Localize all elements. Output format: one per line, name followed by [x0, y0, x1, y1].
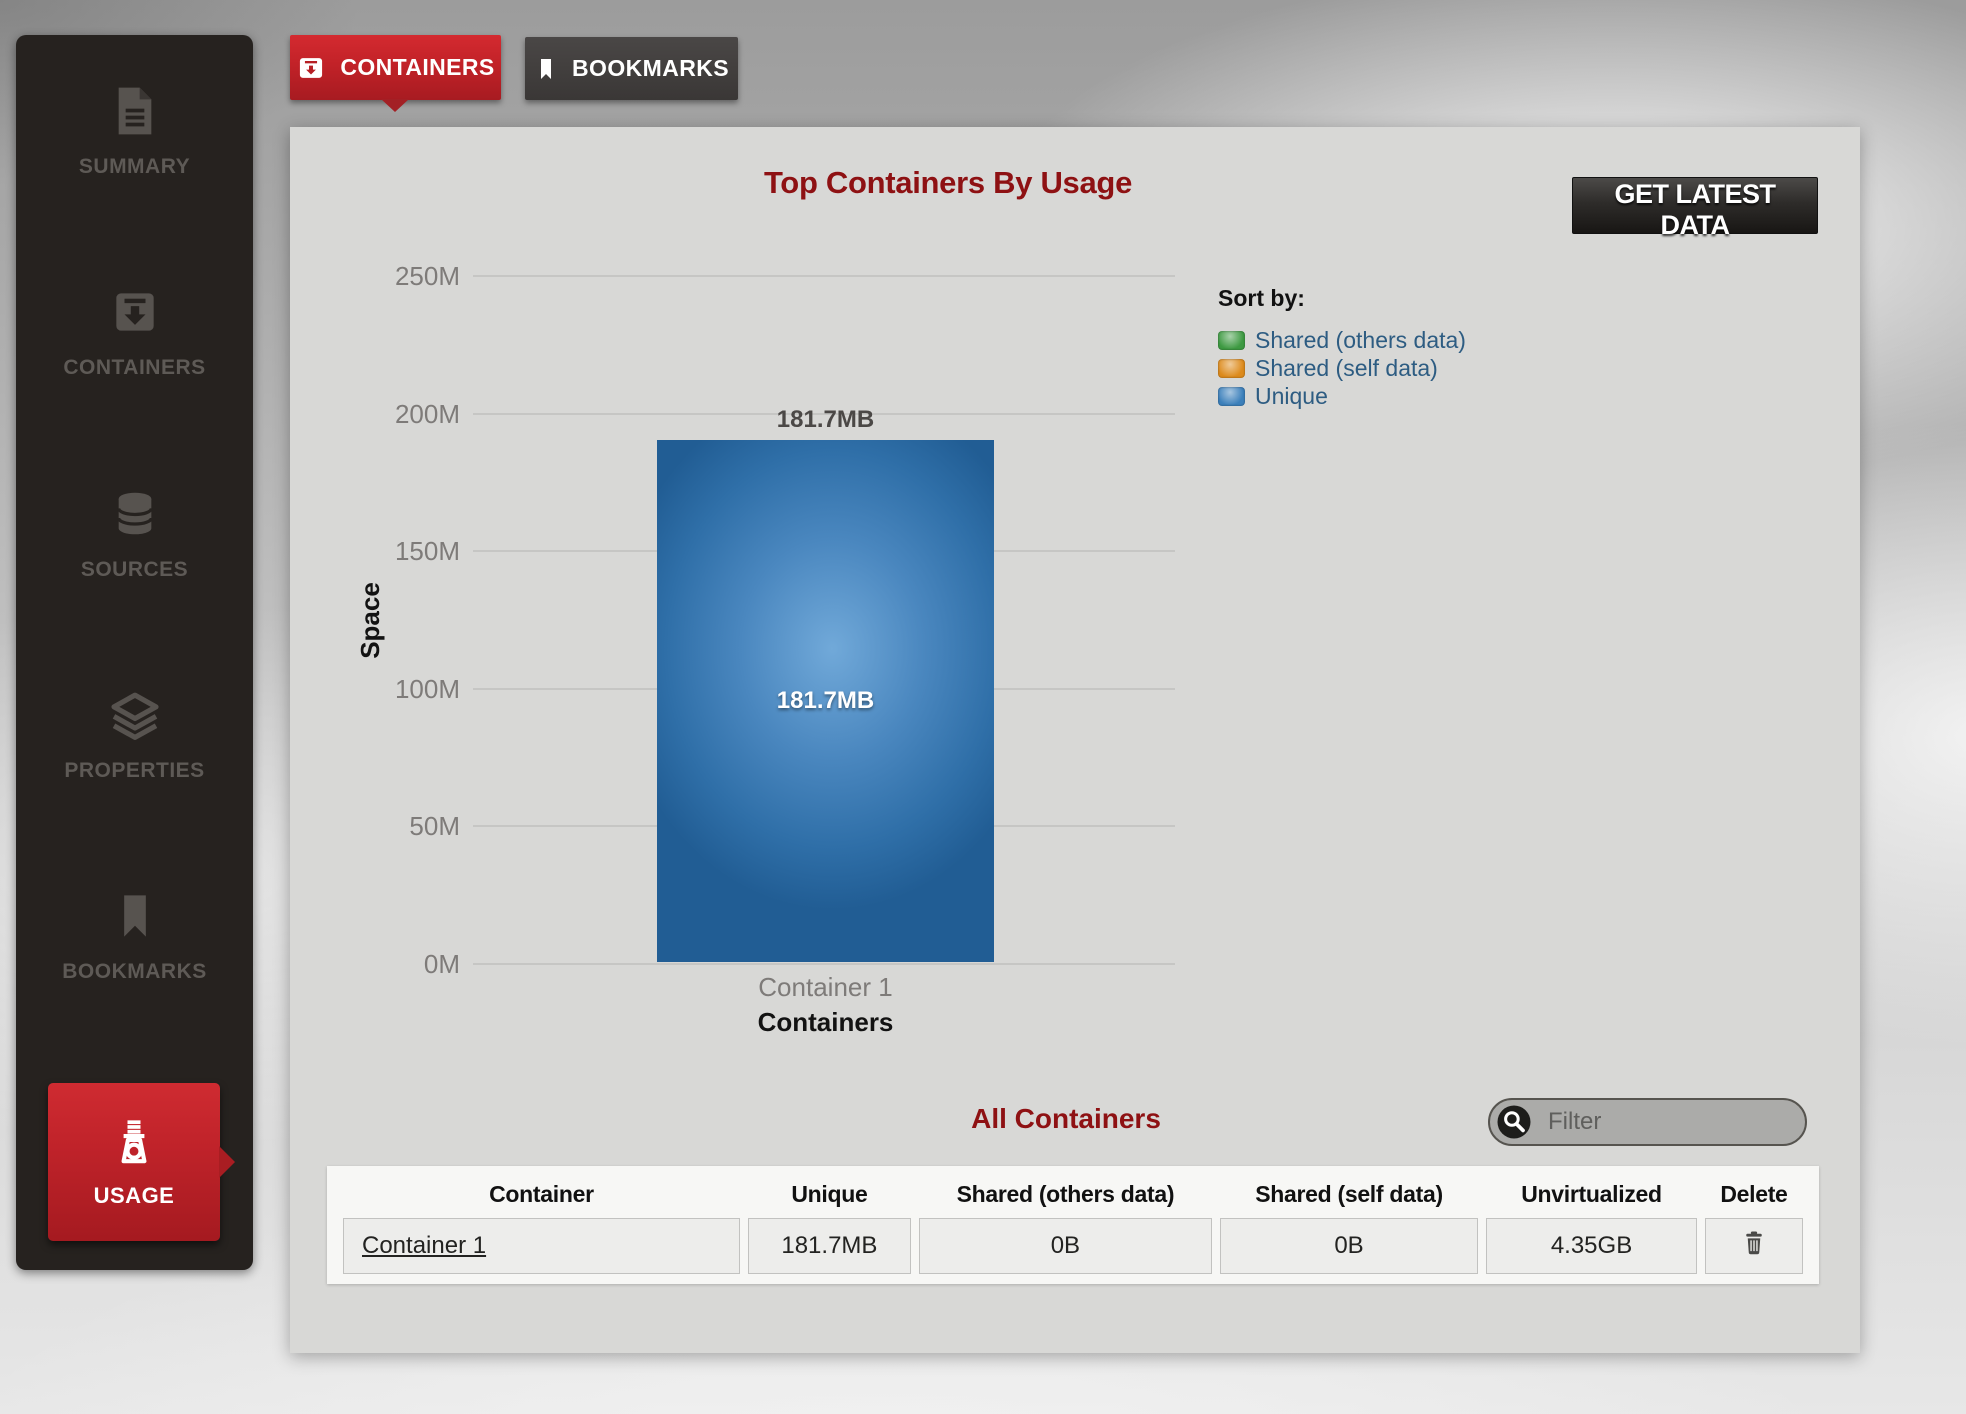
y-gridline	[473, 412, 1175, 415]
col-container: Container	[489, 1180, 594, 1207]
get-latest-data-button[interactable]: GET LATEST DATA	[1572, 177, 1818, 240]
sidebar-item-summary[interactable]: SUMMARY	[16, 75, 253, 179]
col-shared-others: Shared (others data)	[956, 1180, 1175, 1207]
sidebar-item-label: CONTAINERS	[63, 356, 206, 379]
bar-container-1	[657, 439, 994, 962]
sidebar-item-sources[interactable]: SOURCES	[16, 478, 253, 582]
tab-label: CONTAINERS	[340, 54, 495, 80]
y-tick-label: 250M	[394, 261, 460, 291]
filter-input[interactable]	[1546, 1107, 1789, 1137]
y-tick-label: 0M	[423, 949, 460, 979]
col-unique: Unique	[791, 1180, 868, 1207]
chart-legend: Sort by: Shared (others data) Shared (se…	[1218, 285, 1466, 410]
x-tick-container-1: Container 1	[758, 972, 893, 1002]
document-icon	[16, 75, 253, 147]
cell-unvirtualized: 4.35GB	[1486, 1218, 1697, 1274]
legend-item-shared-self[interactable]: Shared (self data)	[1218, 354, 1466, 382]
tab-label: BOOKMARKS	[572, 55, 729, 81]
cell-shared-self: 0B	[1219, 1218, 1479, 1274]
cell-container: Container 1	[343, 1218, 740, 1274]
sidebar-item-label: USAGE	[93, 1183, 175, 1208]
legend-label: Shared (self data)	[1255, 354, 1438, 381]
cell-unique: 181.7MB	[747, 1218, 911, 1274]
chart-title: Top Containers By Usage	[763, 165, 1133, 200]
delete-container-button[interactable]	[1739, 1228, 1769, 1258]
containers-table: Container Unique Shared (others data) Sh…	[327, 1166, 1819, 1284]
sidebar-item-label: BOOKMARKS	[62, 960, 207, 983]
y-tick-label: 150M	[394, 536, 460, 567]
sidebar-item-usage[interactable]: USAGE	[48, 1083, 235, 1241]
all-containers-title: All Containers	[971, 1103, 1161, 1134]
green-swatch-icon	[1218, 330, 1245, 350]
sidebar-item-properties[interactable]: PROPERTIES	[16, 679, 253, 783]
y-axis-title: Space	[354, 581, 385, 659]
bookmark-tab-icon	[534, 55, 558, 83]
bar-value-label: 181.7MB	[776, 405, 875, 433]
legend-label: Unique	[1255, 382, 1328, 409]
x-axis-title: Containers	[757, 1007, 894, 1037]
legend-item-shared-others[interactable]: Shared (others data)	[1218, 326, 1466, 354]
col-shared-self: Shared (self data)	[1255, 1180, 1443, 1207]
filter-box	[1488, 1098, 1807, 1146]
sidebar: SUMMARY CONTAINERS SOURCE	[16, 35, 253, 1270]
cell-shared-others: 0B	[918, 1218, 1212, 1274]
legend-label: Shared (others data)	[1255, 326, 1466, 353]
database-icon	[16, 478, 253, 550]
col-delete: Delete	[1720, 1180, 1788, 1207]
archive-box-icon	[16, 276, 253, 348]
table-header-row: Container Unique Shared (others data) Sh…	[343, 1170, 1803, 1218]
sidebar-item-label: SUMMARY	[78, 155, 191, 178]
tab-containers[interactable]: CONTAINERS	[290, 35, 501, 100]
sidebar-item-label: SOURCES	[80, 558, 189, 581]
active-tab-pointer	[381, 99, 409, 112]
blue-swatch-icon	[1218, 386, 1245, 406]
y-tick-label: 100M	[394, 673, 460, 704]
legend-item-unique[interactable]: Unique	[1218, 382, 1466, 410]
containers-tab-icon	[296, 54, 326, 82]
legend-title: Sort by:	[1218, 285, 1305, 311]
orange-swatch-icon	[1218, 358, 1245, 378]
sidebar-item-containers[interactable]: CONTAINERS	[16, 276, 253, 380]
y-tick-label: 50M	[409, 811, 460, 842]
search-icon	[1496, 1104, 1532, 1140]
bookmark-icon	[16, 880, 253, 952]
col-unvirtualized: Unvirtualized	[1521, 1180, 1662, 1207]
y-gridline	[473, 963, 1175, 965]
y-tick-label: 200M	[394, 398, 460, 429]
sidebar-item-label: PROPERTIES	[64, 759, 205, 782]
y-gridline	[473, 275, 1175, 277]
sidebar-item-bookmarks[interactable]: BOOKMARKS	[16, 880, 253, 984]
tab-bookmarks[interactable]: BOOKMARKS	[525, 37, 738, 100]
layers-icon	[16, 679, 253, 751]
trash-icon	[1739, 1231, 1769, 1261]
container-link[interactable]: Container 1	[362, 1232, 487, 1259]
cell-delete	[1704, 1218, 1803, 1274]
scale-icon	[48, 1083, 220, 1169]
main-panel: Top Containers By Usage GET LATEST DATA …	[290, 127, 1860, 1353]
bar-inner-value-label: 181.7MB	[776, 687, 875, 714]
table-row: Container 1 181.7MB 0B 0B 4.35GB	[343, 1218, 1803, 1274]
